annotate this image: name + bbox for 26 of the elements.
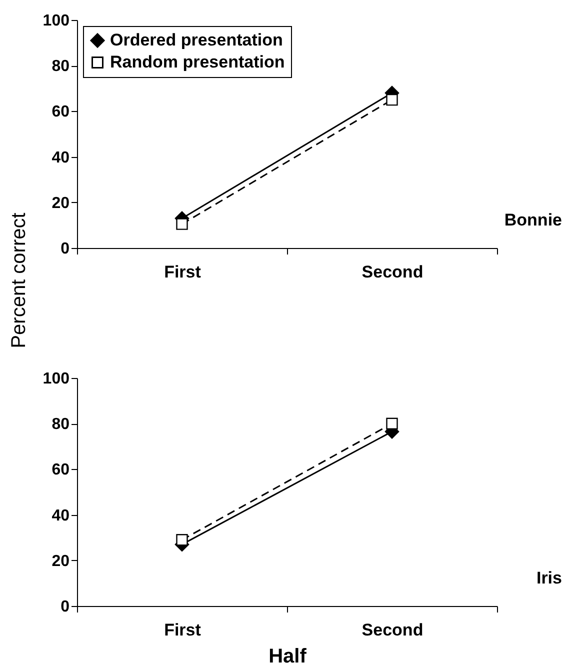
- text: Iris: [536, 568, 562, 588]
- y-tick-label: 0: [60, 598, 70, 616]
- y-tick-label: 60: [52, 104, 70, 121]
- point: [176, 534, 188, 546]
- y-tick-label: 100: [42, 12, 70, 30]
- y-tick-label: 60: [52, 462, 70, 479]
- y-tick-label: 40: [52, 149, 70, 166]
- y-tick-label: 40: [52, 507, 70, 524]
- y-tick-label: 20: [52, 552, 70, 570]
- x-tick-label: Second: [362, 262, 424, 282]
- y-tick-label: 0: [60, 240, 70, 258]
- point: [386, 94, 398, 106]
- text: Bonnie: [504, 210, 562, 230]
- y-tick-label: 20: [52, 194, 70, 212]
- x-tick-label: First: [164, 620, 202, 640]
- y-tick-label: 80: [52, 416, 70, 434]
- legend-label: Ordered presentation: [110, 30, 283, 50]
- x-tick-label: Second: [362, 620, 424, 640]
- y-tick-label: 100: [42, 370, 70, 388]
- x-tick-label: First: [164, 262, 202, 282]
- legend-label: Random presentation: [110, 52, 285, 72]
- y-axis-title: Percent correct: [8, 212, 30, 348]
- x-axis-title: Half: [268, 646, 307, 668]
- y-tick-label: 80: [52, 58, 70, 76]
- point: [386, 418, 398, 430]
- point: [176, 218, 188, 230]
